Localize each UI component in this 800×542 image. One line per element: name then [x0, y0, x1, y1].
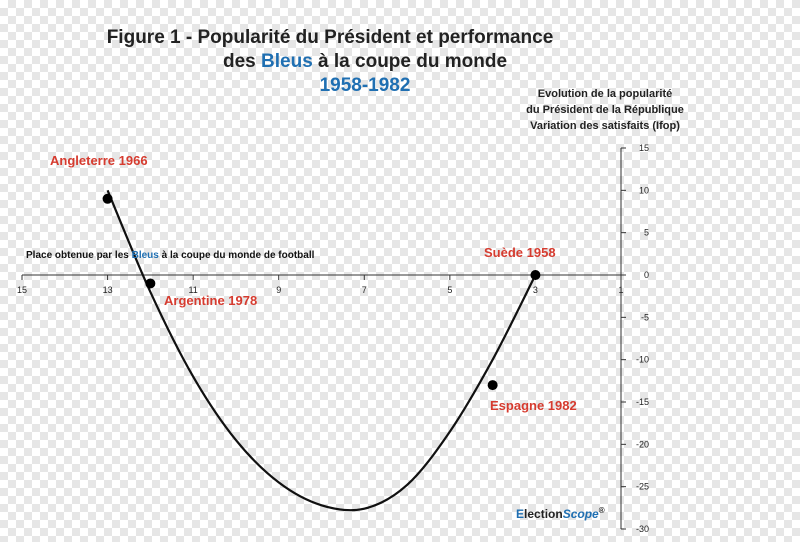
y-axis-label-line: du Président de la République [526, 104, 684, 116]
data-point-2 [487, 380, 498, 391]
brand-first: E [516, 507, 525, 521]
trendline-curve [106, 189, 537, 512]
x-axis-label: Place obtenue par les Bleus à la coupe d… [26, 250, 314, 261]
y-tick-label: -20 [636, 439, 649, 449]
chart-title: Figure 1 - Popularité du Président et pe… [60, 26, 600, 98]
x-tick-label: 5 [447, 285, 452, 295]
tick-labels: 15 13 11 9 7 5 3 1 15 10 5 0 -5 -10 -15 -20 -25 -30 [17, 143, 649, 534]
x-tick-label: 3 [533, 285, 538, 295]
x-tick-label: 13 [103, 285, 113, 295]
y-tick-label: 5 [644, 228, 649, 238]
title-line1: Figure 1 - Popularité du Président et pe… [106, 27, 554, 48]
y-tick-label: 10 [639, 185, 649, 195]
x-axis-label-prefix: Place obtenue par les [26, 250, 132, 261]
y-axis-label-line: Evolution de la popularité [537, 88, 673, 100]
y-tick-label: -10 [636, 355, 649, 365]
brand-mark: ® [598, 506, 605, 515]
annotation-angleterre: Angleterre 1966 [50, 153, 148, 168]
annotation-suede: Suède 1958 [484, 245, 556, 260]
title-years: 1958-1982 [319, 75, 411, 96]
title-line2-prefix: des [222, 51, 262, 72]
y-axis-label-line: Variation des satisfaits (Ifop) [530, 120, 680, 132]
x-tick-label: 11 [188, 285, 197, 295]
data-point-3 [530, 270, 541, 280]
y-tick-label: 0 [644, 270, 649, 280]
y-tick-label: 15 [639, 143, 649, 153]
x-tick-label: 1 [618, 285, 623, 295]
electionscope-logo: ElectionScope® [516, 506, 605, 521]
x-tick-label: 9 [276, 285, 281, 295]
y-tick-label: -30 [636, 524, 649, 534]
x-tick-label: 15 [17, 285, 27, 295]
title-line2: des Bleus à la coupe du monde [60, 50, 600, 74]
brand-scope: Scope [562, 507, 599, 521]
title-highlight: Bleus [261, 51, 313, 72]
y-tick-label: -25 [636, 482, 649, 492]
y-tick-label: -5 [641, 312, 649, 322]
brand-middle: lection [524, 507, 563, 521]
x-tick-label: 7 [362, 285, 367, 295]
axes [21, 147, 626, 530]
x-axis-label-highlight: Bleus [131, 250, 159, 261]
data-point-1 [145, 278, 156, 289]
data-point-0 [102, 193, 113, 204]
data-points [102, 193, 541, 391]
annotation-argentine: Argentine 1978 [164, 293, 258, 308]
annotation-espagne: Espagne 1982 [490, 398, 577, 413]
x-axis-label-suffix: à la coupe du monde de football [158, 250, 315, 261]
y-tick-label: -15 [636, 397, 649, 407]
title-line2-suffix: à la coupe du monde [312, 51, 508, 72]
y-axis-label: Evolution de la popularité du Président … [510, 86, 700, 134]
